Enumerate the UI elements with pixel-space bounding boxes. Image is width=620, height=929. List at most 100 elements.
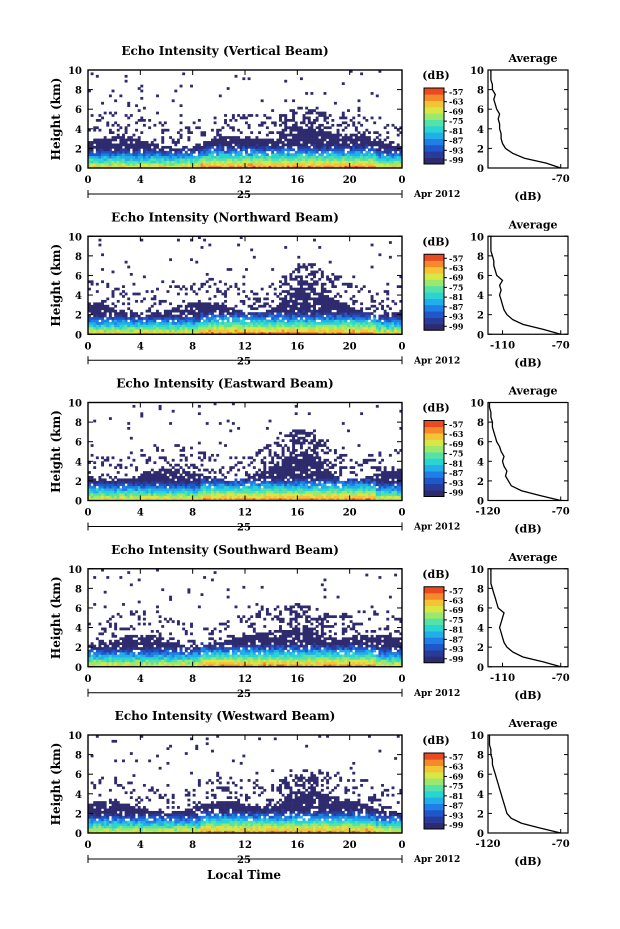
heatmap-cell <box>148 322 152 325</box>
heatmap-cell <box>292 307 296 311</box>
heatmap-cell <box>276 307 280 311</box>
heatmap-cell <box>305 136 309 139</box>
heatmap-cell <box>213 309 217 313</box>
heatmap-cell <box>313 109 316 112</box>
heatmap-cell <box>289 461 293 465</box>
heatmap-cell <box>184 478 188 482</box>
heatmap-cell <box>252 150 256 154</box>
heatmap-cell <box>339 150 343 154</box>
heatmap-cell <box>399 317 403 320</box>
heatmap-cell <box>231 116 235 120</box>
heatmap-cell <box>299 143 303 147</box>
heatmap-cell <box>234 314 238 318</box>
heatmap-cell <box>116 163 120 166</box>
heatmap-cell <box>381 326 384 330</box>
heatmap-cell <box>166 319 170 323</box>
heatmap-cell <box>255 473 259 477</box>
heatmap-cell <box>98 314 102 318</box>
heatmap-cell <box>307 319 311 323</box>
heatmap-cell <box>203 468 207 472</box>
heatmap-cell <box>137 155 141 159</box>
heatmap-cell <box>182 471 186 474</box>
heatmap-cell <box>341 319 345 323</box>
heatmap-cell <box>140 476 144 479</box>
heatmap-cell <box>299 265 303 269</box>
heatmap-cell <box>237 150 241 154</box>
heatmap-cell <box>148 480 152 484</box>
heatmap-cell <box>163 322 167 325</box>
heatmap-cell <box>124 314 128 318</box>
heatmap-cell <box>354 141 358 144</box>
heatmap-cell <box>294 153 298 157</box>
heatmap-cell <box>310 138 314 142</box>
heatmap-cell <box>179 476 183 479</box>
colorbar-swatch <box>424 285 444 293</box>
heatmap-cell <box>148 148 152 152</box>
heatmap-cell <box>276 153 280 157</box>
colorbar-swatch <box>424 317 444 325</box>
heatmap-cell <box>386 143 390 147</box>
heatmap-cell <box>195 143 199 147</box>
heatmap-cell <box>116 483 120 487</box>
heatmap-cell <box>203 309 207 313</box>
heatmap-cell <box>318 480 322 484</box>
heatmap-cell <box>383 317 387 320</box>
heatmap-cell <box>116 148 120 152</box>
heatmap-cell <box>386 153 390 157</box>
heatmap-cell <box>242 302 246 306</box>
heatmap-cell <box>367 160 371 164</box>
heatmap-cell <box>179 155 183 159</box>
heatmap-cell <box>114 165 118 169</box>
heatmap-cell <box>328 290 332 293</box>
heatmap-cell <box>145 483 149 487</box>
heatmap-cell <box>373 326 377 330</box>
heatmap-cell <box>318 466 322 469</box>
heatmap-cell <box>318 138 322 142</box>
heatmap-cell <box>216 163 220 166</box>
heatmap-cell <box>163 326 167 330</box>
heatmap-cell <box>106 121 110 125</box>
heatmap-cell <box>156 309 159 313</box>
heatmap-cell <box>132 317 136 320</box>
heatmap-cell <box>341 317 345 320</box>
heatmap-cell <box>255 163 259 166</box>
heatmap-cell <box>93 145 97 149</box>
heatmap-cell <box>153 155 157 159</box>
heatmap-cell <box>127 326 131 330</box>
heatmap-cell <box>258 312 261 315</box>
heatmap-cell <box>250 324 254 328</box>
heatmap-cell <box>289 312 293 315</box>
heatmap-cell <box>279 138 282 142</box>
heatmap-cell <box>299 453 303 457</box>
heatmap-cell <box>320 148 324 152</box>
colorbar-swatch <box>424 279 444 287</box>
heatmap-cell <box>231 326 235 330</box>
heatmap-cell <box>200 160 204 164</box>
heatmap-cell <box>234 138 238 142</box>
heatmap-cell <box>237 165 241 169</box>
heatmap-cell <box>313 290 316 293</box>
heatmap-cell <box>294 480 298 484</box>
heatmap-cell <box>378 302 382 306</box>
heatmap-cell <box>352 116 356 120</box>
colorbar-tick-label: -87 <box>449 136 463 146</box>
heatmap-cell <box>95 314 99 318</box>
heatmap-cell <box>354 324 358 328</box>
heatmap-cell <box>171 160 175 164</box>
heatmap-cell <box>192 290 196 293</box>
heatmap-cell <box>187 324 191 328</box>
heatmap-cell <box>166 145 170 149</box>
heatmap-cell <box>336 136 340 139</box>
heatmap-cell <box>284 119 288 122</box>
heatmap-cell <box>114 485 118 489</box>
heatmap-cell <box>318 461 322 465</box>
heatmap-cell <box>305 326 309 330</box>
heatmap-cell <box>190 307 193 311</box>
heatmap-cell <box>106 490 110 494</box>
heatmap-cell <box>169 317 173 320</box>
heatmap-cell <box>250 163 254 166</box>
heatmap-cell <box>153 145 157 149</box>
heatmap-cell <box>169 136 173 139</box>
x-tick-label: 12 <box>238 341 252 352</box>
heatmap-cell <box>378 148 382 152</box>
